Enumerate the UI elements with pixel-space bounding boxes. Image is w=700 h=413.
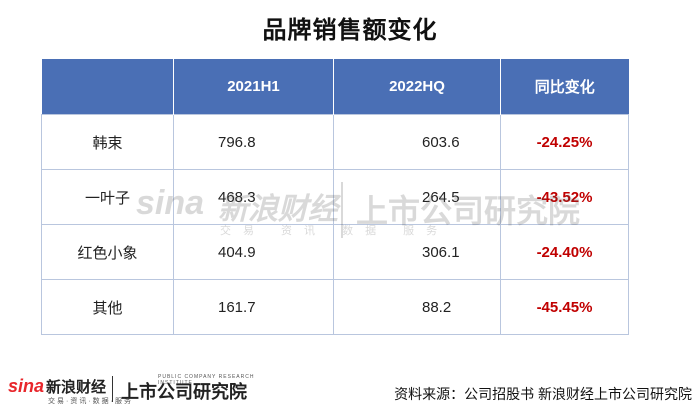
- sina-logo: sina: [8, 376, 45, 396]
- brand-name: 其他: [41, 279, 174, 335]
- value-2022hq: 306.1: [333, 224, 501, 280]
- page-title: 品牌销售额变化: [262, 17, 438, 44]
- yoy-change: -24.40%: [500, 224, 629, 280]
- table-row: 其他 161.7 88.2 -45.45%: [41, 279, 629, 335]
- institute-name: 上市公司研究院: [121, 382, 247, 403]
- header-2022hq: 2022HQ: [333, 59, 501, 115]
- yoy-change: -45.45%: [500, 279, 629, 335]
- brand-sales-table: 2021H1 2022HQ 同比变化 韩束 796.8 603.6 -24.25…: [41, 59, 629, 335]
- brand-name: 韩束: [41, 114, 174, 170]
- value-2022hq: 264.5: [333, 169, 501, 225]
- logo-divider: [112, 376, 113, 402]
- sina-finance-name: 新浪财经: [46, 379, 107, 396]
- header-2021h1: 2021H1: [173, 59, 334, 115]
- value-2021h1: 468.3: [173, 169, 334, 225]
- value-2022hq: 603.6: [333, 114, 501, 170]
- brand-name: 红色小象: [41, 224, 174, 280]
- table-row: 红色小象 404.9 306.1 -24.40%: [41, 224, 629, 280]
- value-2021h1: 161.7: [173, 279, 334, 335]
- institute-en: PUBLIC COMPANY RESEARCH INSTITUTE: [158, 374, 255, 386]
- header-brand: [41, 59, 174, 115]
- yoy-change: -24.25%: [500, 114, 629, 170]
- value-2021h1: 404.9: [173, 224, 334, 280]
- yoy-change: -43.52%: [500, 169, 629, 225]
- header-yoy-change: 同比变化: [500, 59, 629, 115]
- value-2022hq: 88.2: [333, 279, 501, 335]
- footer-logo: sina 新浪财经 交易·资讯·数据·服务 上市公司研究院 PUBLIC COM…: [8, 374, 278, 406]
- table-header-row: 2021H1 2022HQ 同比变化: [41, 59, 629, 115]
- brand-name: 一叶子: [41, 169, 174, 225]
- table-row: 一叶子 468.3 264.5 -43.52%: [41, 169, 629, 225]
- sina-finance-sub: 交易·资讯·数据·服务: [48, 398, 133, 405]
- value-2021h1: 796.8: [173, 114, 334, 170]
- table-row: 韩束 796.8 603.6 -24.25%: [41, 114, 629, 170]
- source-note: 资料来源：公司招股书 新浪财经上市公司研究院: [394, 386, 692, 402]
